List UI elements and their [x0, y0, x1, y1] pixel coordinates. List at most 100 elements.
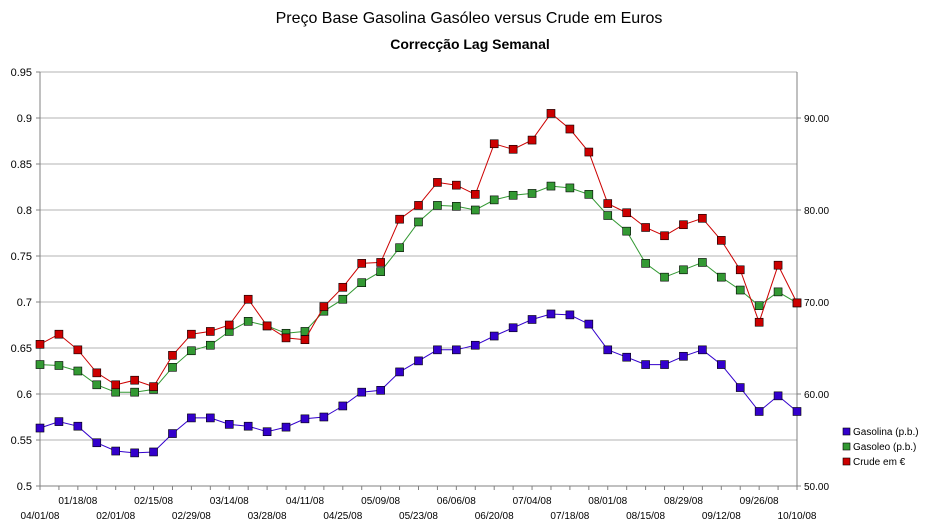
x-tick-label: 10/10/08 — [778, 511, 817, 522]
legend: Gasolina (p.b.) Gasoleo (p.b.) Crude em € — [842, 427, 919, 468]
y2-tick-label: 50.00 — [804, 482, 829, 493]
x-tick-label: 02/15/08 — [134, 496, 173, 507]
x-tick-label: 01/18/08 — [58, 496, 97, 507]
data-point — [414, 201, 423, 210]
y2-tick-label: 60.00 — [804, 390, 829, 401]
data-point — [395, 367, 404, 377]
data-point — [300, 414, 310, 424]
y-tick-label: 0.7 — [17, 297, 32, 309]
data-point — [73, 366, 83, 376]
data-point — [452, 345, 461, 355]
data-point — [508, 323, 518, 333]
data-point — [565, 183, 575, 193]
data-point — [395, 214, 404, 224]
data-point — [92, 368, 102, 378]
x-tick-label: 06/06/08 — [437, 496, 476, 507]
data-point — [527, 135, 537, 145]
data-point — [35, 340, 45, 349]
data-point — [73, 345, 83, 355]
data-point — [338, 294, 348, 304]
data-point — [735, 265, 745, 275]
data-point — [698, 345, 707, 355]
data-point — [206, 327, 215, 336]
data-point — [433, 345, 442, 355]
data-point — [489, 331, 499, 341]
data-point — [376, 267, 385, 276]
data-point — [527, 189, 537, 198]
data-point — [35, 360, 45, 369]
data-point — [187, 346, 196, 356]
y-tick-label: 0.95 — [11, 67, 32, 79]
data-point — [224, 420, 234, 429]
data-point — [262, 427, 272, 437]
axes — [36, 71, 801, 490]
data-point — [546, 181, 556, 191]
data-point — [395, 243, 404, 253]
data-point — [319, 412, 329, 422]
x-tick-label: 02/29/08 — [172, 511, 211, 522]
data-point — [641, 360, 650, 369]
data-point — [149, 382, 158, 391]
legend-swatch — [842, 457, 851, 466]
data-point — [92, 438, 102, 448]
x-axis-tick-labels: 01/18/08 02/15/08 03/14/08 04/11/08 05/09/08… — [21, 496, 817, 522]
x-tick-label: 04/01/08 — [21, 511, 60, 522]
data-point — [111, 446, 120, 456]
data-point — [243, 421, 253, 431]
x-tick-label: 02/01/08 — [96, 511, 135, 522]
x-tick-label: 05/09/08 — [361, 496, 400, 507]
data-point — [584, 147, 594, 157]
data-point — [508, 144, 518, 154]
x-tick-label: 04/11/08 — [286, 496, 325, 507]
left-axis-tick-labels: 0.5 0.55 0.6 0.65 0.7 0.75 0.8 0.85 0.9 0.95 — [11, 67, 32, 493]
data-point — [168, 351, 177, 360]
data-point — [603, 345, 613, 355]
data-point — [187, 329, 196, 339]
data-point — [622, 208, 631, 218]
data-point — [281, 422, 291, 432]
x-tick-label: 08/29/08 — [664, 496, 703, 507]
data-point — [357, 387, 367, 397]
x-tick-label: 06/20/08 — [475, 511, 514, 522]
gridlines — [40, 71, 797, 487]
legend-label: Gasoleo (p.b.) — [853, 442, 916, 453]
data-point — [35, 423, 45, 433]
data-point — [470, 340, 480, 350]
data-point — [168, 429, 177, 438]
data-point — [300, 335, 310, 345]
data-point — [130, 387, 139, 397]
x-tick-label: 09/26/08 — [740, 496, 779, 507]
data-point — [338, 401, 348, 411]
x-tick-label: 03/14/08 — [210, 496, 249, 507]
x-tick-label: 07/04/08 — [513, 496, 552, 507]
data-point — [489, 139, 499, 149]
data-point — [792, 298, 802, 308]
legend-swatch — [842, 427, 851, 436]
data-point — [584, 190, 594, 199]
data-point — [111, 380, 120, 390]
data-point — [773, 391, 783, 401]
y-tick-label: 0.6 — [17, 389, 32, 401]
y-tick-label: 0.65 — [11, 343, 32, 355]
data-point — [414, 217, 423, 227]
y2-tick-label: 80.00 — [804, 206, 829, 217]
data-point — [754, 301, 764, 310]
x-tick-label: 05/23/08 — [399, 511, 438, 522]
data-point — [54, 361, 64, 370]
data-point — [679, 265, 688, 275]
data-point — [565, 310, 575, 320]
x-tick-label: 08/01/08 — [588, 496, 627, 507]
data-point — [641, 223, 650, 232]
data-point — [565, 124, 575, 134]
data-point — [470, 190, 480, 199]
data-point — [111, 387, 120, 397]
x-tick-label: 09/12/08 — [702, 511, 741, 522]
legend-label: Crude em € — [853, 457, 906, 468]
legend-label: Gasolina (p.b.) — [853, 427, 919, 438]
data-point — [130, 375, 139, 385]
data-point — [243, 294, 253, 304]
data-point — [754, 317, 764, 327]
data-point — [603, 199, 613, 208]
data-point — [281, 333, 291, 343]
data-point — [716, 360, 726, 369]
